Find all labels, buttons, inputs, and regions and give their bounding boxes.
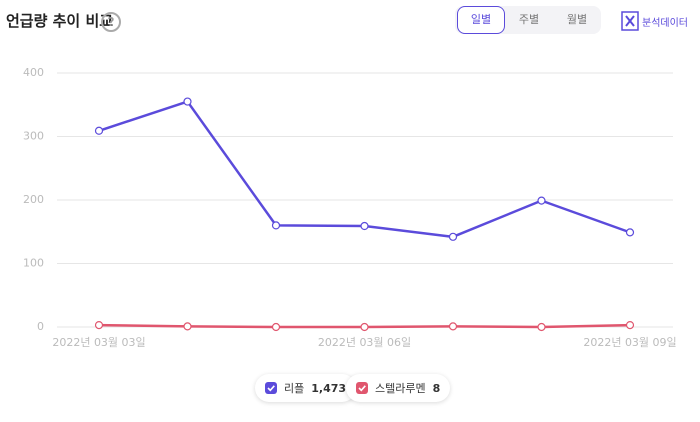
export-label: 분석데이터: [642, 17, 688, 29]
legend-total: 8: [432, 381, 441, 395]
legend-name: 스텔라루멘: [375, 382, 426, 395]
data-point: [448, 322, 458, 331]
data-point: [625, 228, 635, 237]
data-point: [537, 322, 546, 332]
period-tab[interactable]: 주별: [518, 13, 540, 26]
y-tick-label: 300: [23, 130, 44, 143]
data-point: [537, 196, 546, 205]
legend-name: 리플: [284, 382, 305, 395]
data-point: [360, 322, 369, 332]
data-point: [183, 322, 192, 331]
x-tick-label: 2022년 03월 06일: [318, 335, 411, 349]
data-point: [94, 320, 104, 330]
export-button[interactable]: 분석데이터: [621, 10, 688, 32]
data-point: [625, 320, 635, 330]
x-tick-label: 2022년 03월 03일: [52, 335, 145, 349]
data-point: [94, 126, 104, 135]
check-icon: [267, 385, 275, 392]
data-point: [360, 221, 369, 231]
excel-icon: [621, 11, 639, 31]
y-tick-label: 0: [37, 320, 44, 333]
data-point: [271, 322, 281, 332]
chart: 0 100 200 300 400 2022년 03월 03일 2022년 03월 06일 2…: [23, 66, 677, 349]
period-tab[interactable]: 일별: [457, 6, 505, 34]
legend-checkbox[interactable]: [356, 382, 368, 394]
series-line: [98, 100, 631, 239]
legend-checkbox[interactable]: [265, 382, 277, 394]
help-icon[interactable]: ?: [101, 12, 121, 32]
legend-item[interactable]: 리플 1,473: [255, 374, 357, 402]
check-icon: [358, 385, 366, 392]
legend-item[interactable]: 스텔라루멘 8: [346, 374, 451, 402]
data-point: [271, 221, 281, 230]
period-tabs: 일별 주별 월별: [455, 6, 601, 34]
data-point: [183, 97, 192, 106]
y-tick-label: 400: [23, 66, 44, 79]
data-point: [448, 232, 458, 241]
x-tick-label: 2022년 03월 09일: [583, 335, 676, 349]
y-tick-label: 100: [23, 257, 44, 270]
period-tab[interactable]: 월별: [566, 13, 588, 26]
legend-total: 1,473: [311, 381, 347, 395]
title: 언급량 추이 비교: [6, 12, 114, 30]
y-tick-label: 200: [23, 193, 44, 206]
